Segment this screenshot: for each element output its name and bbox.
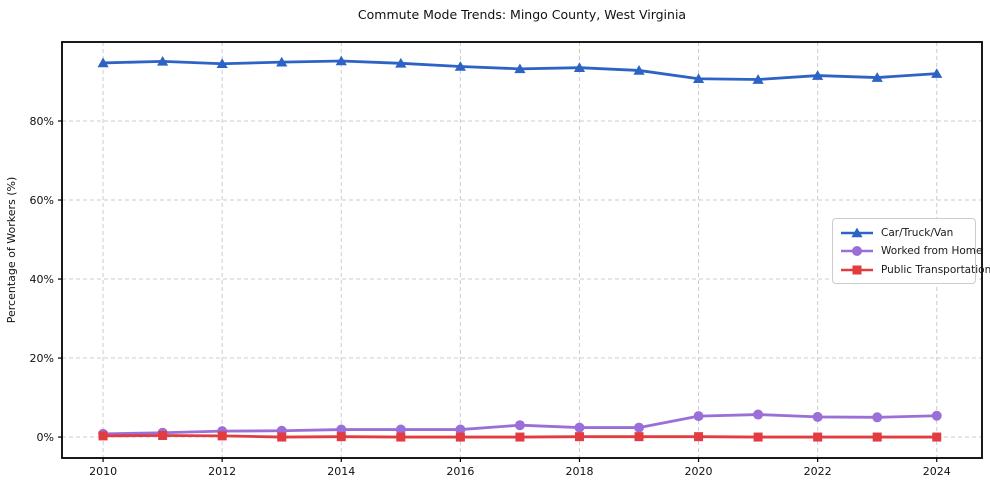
legend-label: Public Transportation (881, 263, 990, 276)
svg-text:2018: 2018 (565, 465, 593, 478)
svg-text:2010: 2010 (89, 465, 117, 478)
svg-text:2020: 2020 (685, 465, 713, 478)
legend-item-worked-from-home: Worked from Home (840, 242, 982, 260)
chart-title: Commute Mode Trends: Mingo County, West … (357, 7, 687, 22)
svg-text:20%: 20% (30, 352, 54, 365)
y-tick-labels: 0% 20% 40% 60% 80% (30, 115, 54, 444)
triangle-marker-icon (841, 227, 873, 238)
x-tick-labels: 2010 2012 2014 2016 2018 2020 2022 2024 (89, 465, 951, 478)
svg-text:80%: 80% (30, 115, 54, 128)
legend-label: Worked from Home (881, 245, 983, 258)
y-axis-label: Percentage of Workers (%) (5, 177, 18, 324)
svg-text:2012: 2012 (208, 465, 236, 478)
legend-item-car-truck-van: Car/Truck/Van (840, 224, 967, 242)
legend: Car/Truck/Van Worked from Home Public Tran… (832, 218, 990, 284)
svg-text:2022: 2022 (804, 465, 832, 478)
plot-border (61, 41, 983, 459)
legend-item-public-transportation: Public Transportation (840, 261, 990, 279)
series-worked-from-home (98, 409, 942, 439)
svg-text:2014: 2014 (327, 465, 355, 478)
svg-text:2024: 2024 (923, 465, 951, 478)
tick-marks (58, 120, 938, 462)
square-marker-icon (841, 265, 873, 275)
series-public-transportation (98, 430, 942, 442)
circle-marker-icon (841, 246, 873, 257)
legend-label: Car/Truck/Van (881, 227, 954, 240)
svg-text:40%: 40% (30, 273, 54, 286)
svg-text:2016: 2016 (446, 465, 474, 478)
series-car-truck-van (97, 55, 943, 84)
svg-text:0%: 0% (37, 431, 54, 444)
svg-text:60%: 60% (30, 194, 54, 207)
